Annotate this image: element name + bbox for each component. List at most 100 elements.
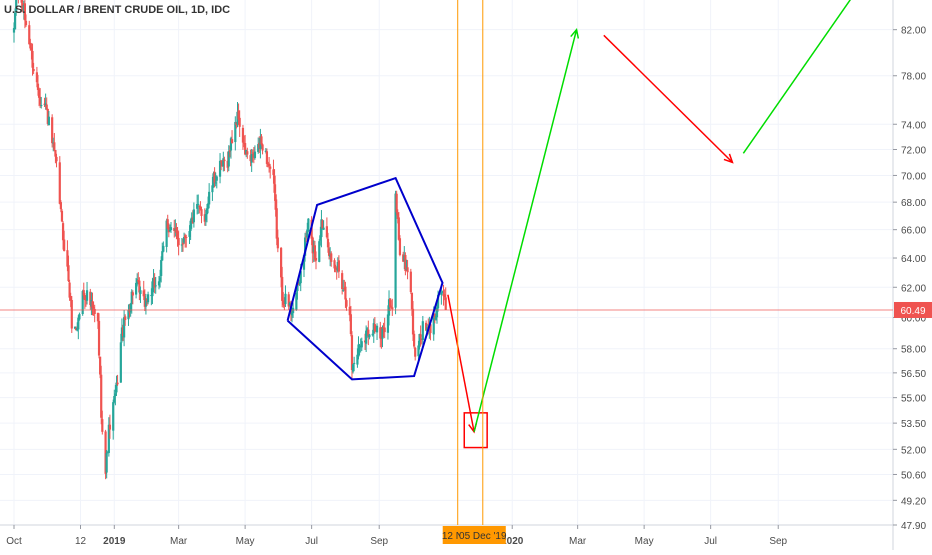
candle-body [113,396,116,403]
candle-body [112,402,115,431]
candle-body [51,117,54,144]
candle-body [288,303,291,306]
candle-body [20,0,23,3]
candle-body [269,166,272,169]
candle-body [306,229,309,238]
candle-body [58,162,61,204]
candle-body [131,292,134,296]
price-axis-tick-label: 50.60 [901,470,926,481]
candle-body [350,335,354,370]
price-axis-tick-label: 56.50 [901,369,926,380]
candle-body [108,424,112,430]
candle-body [142,290,145,297]
candle-body [160,260,163,276]
candle-body [326,238,330,248]
candle-body [157,281,161,286]
candle-body [395,193,398,213]
candle-body [381,327,384,339]
red-arrow-down-2-head [723,153,734,164]
candle-body [387,299,391,316]
candle-body [218,160,222,177]
candle-body [283,305,286,307]
price-axis-tick-label: 66.00 [901,226,926,237]
candle-body [394,193,397,308]
candle-body [66,250,69,267]
candle-body [151,281,154,297]
candle-body [181,242,185,245]
candle-body [39,96,42,105]
candle-body [238,117,241,127]
candle-body [345,300,348,307]
candle-body [379,327,382,339]
candle-body [198,205,201,207]
candle-body [268,163,271,167]
candle-body [199,206,202,210]
candle-body [167,227,170,233]
candle-body [319,235,322,241]
candle-body [53,142,56,151]
price-axis-tick-label: 74.00 [901,120,926,131]
candle-body [241,127,245,143]
candle-body [12,27,16,33]
candle-body [302,255,306,270]
candle-body [234,121,237,143]
candle-body [200,209,203,216]
candle-body [330,253,333,262]
candle-body [77,317,80,330]
candle-body [91,301,94,308]
candle-body [443,294,446,298]
candle-body [205,208,209,215]
candle-body [92,307,95,309]
candle-body [47,116,50,126]
candle-body [396,212,399,219]
candle-body [37,89,41,98]
candle-body [100,374,103,418]
candle-body [81,291,84,315]
candle-body [214,182,217,184]
candle-body [114,393,117,396]
blue-pattern-outline [286,176,444,381]
candle-body [440,292,443,296]
time-axis-tick-label: 2019 [103,536,126,547]
price-axis-tick-label: 68.00 [901,198,926,209]
candle-body [276,237,279,249]
candle-body [337,260,340,272]
price-axis-tick-label: 52.00 [901,445,926,456]
candle-body [158,277,162,282]
candle-body [383,327,386,333]
candle-body [250,154,253,163]
candle-body [223,159,226,162]
candle-body [322,227,325,230]
price-axis-labels: 82.00 78.00 74.00 72.00 70.00 68.00 66.00 64.00… [893,26,926,532]
candle-body [342,289,345,291]
candle-body [105,453,108,473]
candle-body [435,307,439,318]
candle-body [59,202,62,210]
candle-body [280,247,283,278]
candle-body [409,271,412,293]
price-axis-tick-label: 47.90 [901,521,926,532]
candle-body [228,150,231,152]
candle-body [197,203,200,205]
candle-body [282,300,285,305]
candle-body [429,324,432,334]
candle-body [296,282,299,292]
candle-body [97,320,101,356]
candle-body [93,308,96,314]
candle-body [265,151,269,164]
candle-body [411,308,415,335]
candle-body [314,257,318,261]
candle-body [130,291,133,305]
price-axis-tick-label: 58.00 [901,345,926,356]
candle-body [303,237,307,256]
candle-body [360,341,363,348]
price-axis-tick-label: 64.00 [901,254,926,265]
candle-body [353,362,356,364]
green-arrow-up-2 [742,0,852,154]
candle-body [419,334,422,338]
green-arrow-up-1 [473,27,580,432]
candle-body [82,290,85,296]
candle-body [413,333,416,347]
